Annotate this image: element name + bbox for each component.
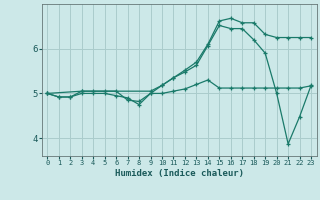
- X-axis label: Humidex (Indice chaleur): Humidex (Indice chaleur): [115, 169, 244, 178]
